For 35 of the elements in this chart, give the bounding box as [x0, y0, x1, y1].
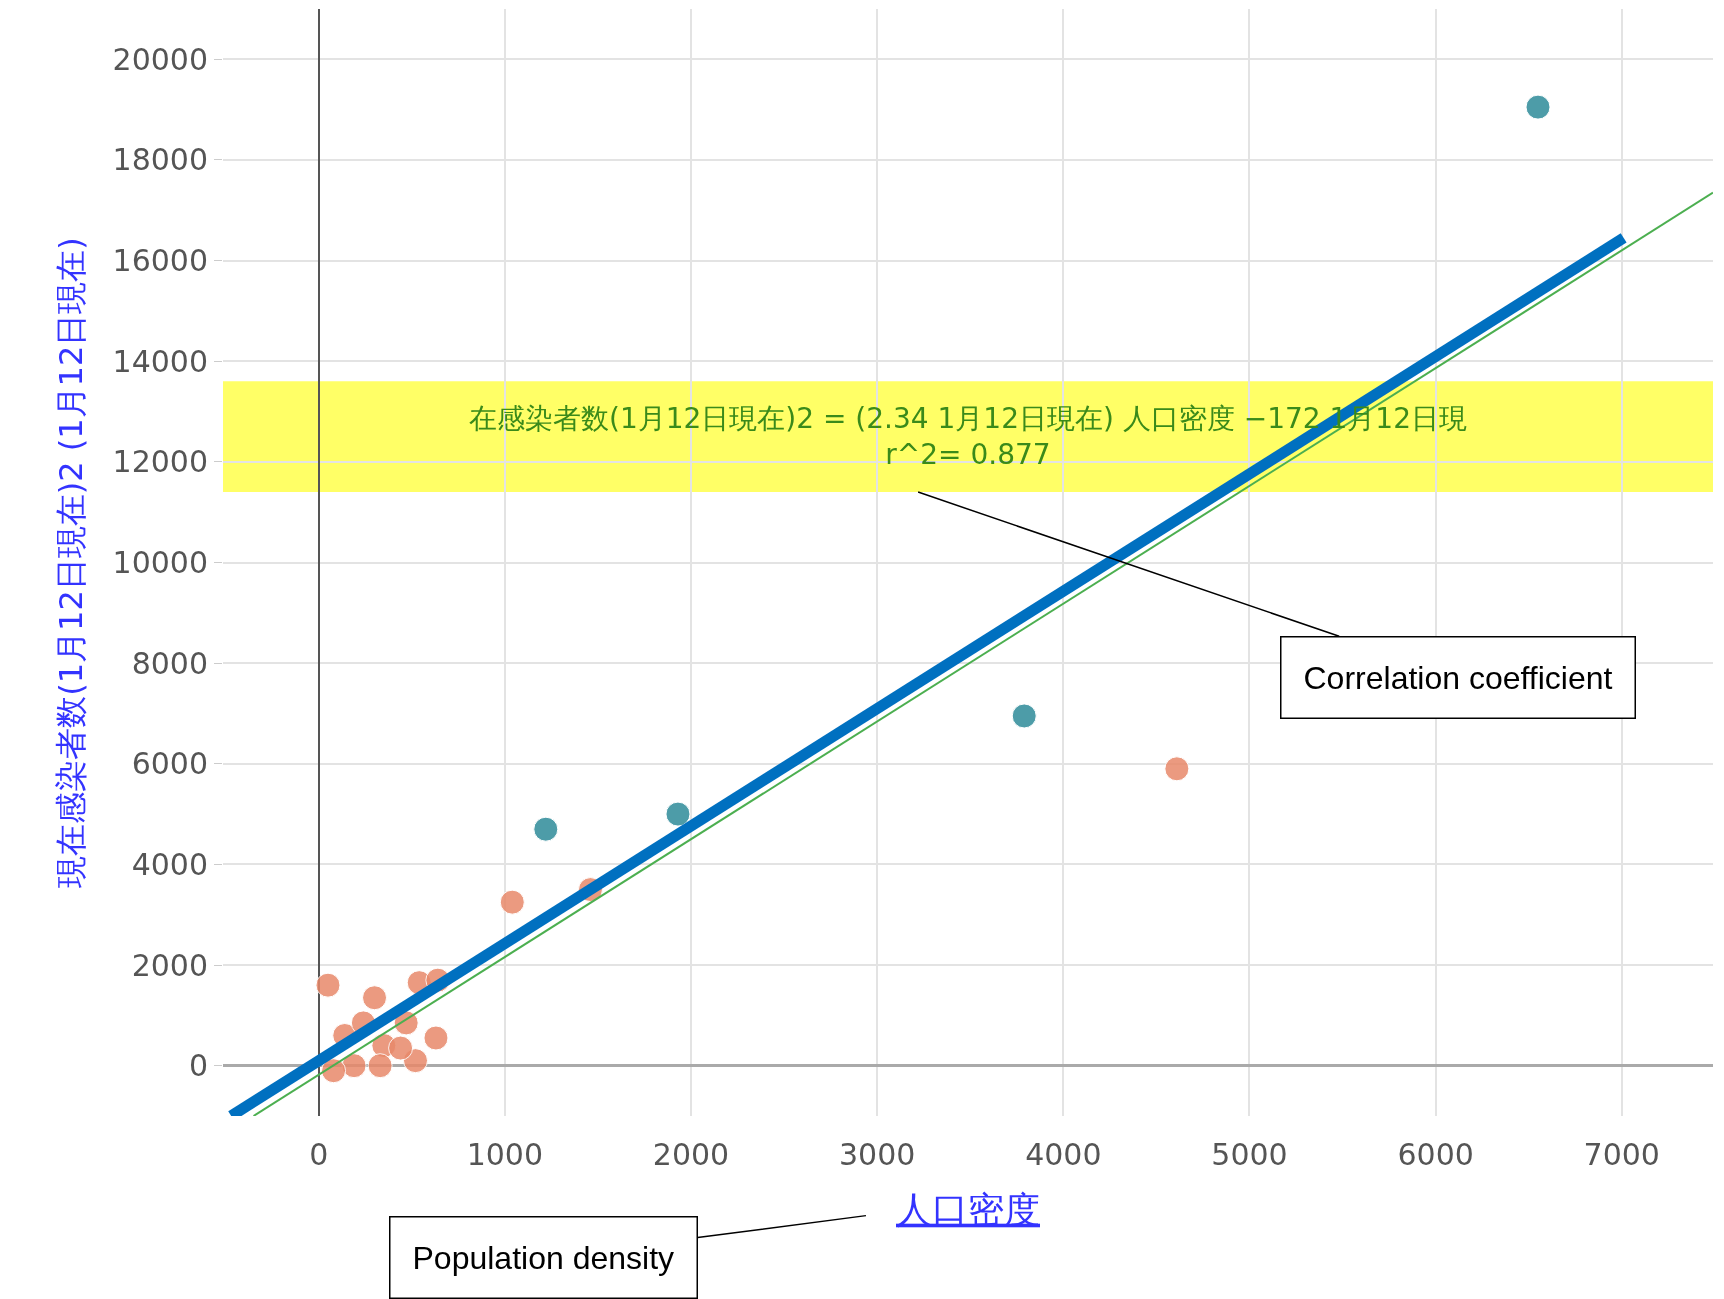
point	[1525, 94, 1551, 120]
point	[315, 972, 341, 998]
y-tick-label: 0	[188, 1048, 208, 1084]
y-tick-label: 12000	[112, 444, 208, 480]
y-tick-label: 10000	[112, 545, 208, 580]
point	[665, 801, 691, 827]
x-tick-label: 1000	[466, 1137, 544, 1172]
x-tick-label: 7000	[1583, 1137, 1660, 1172]
point	[533, 816, 559, 842]
y-axis-title: 現在感染者数(1月12日現在)2 (1月12日現在)	[51, 237, 90, 888]
y-tick-label: 14000	[112, 343, 208, 379]
point	[388, 1035, 414, 1061]
point	[362, 985, 388, 1011]
y-tick-label: 16000	[112, 243, 208, 279]
x-tick-label: 5000	[1211, 1137, 1288, 1172]
point	[1011, 703, 1037, 729]
y-tick-label: 2000	[131, 947, 208, 983]
x-tick-label: 2000	[652, 1137, 730, 1172]
y-tick-label: 20000	[112, 41, 208, 77]
x-tick-label: 6000	[1397, 1137, 1474, 1172]
point	[423, 1025, 449, 1051]
x-tick-label: 4000	[1025, 1137, 1102, 1172]
point	[1164, 756, 1190, 782]
point	[499, 889, 525, 915]
point	[367, 1053, 393, 1079]
x-tick-label: 3000	[838, 1137, 916, 1172]
point	[341, 1053, 367, 1079]
annotation: Correlation coefficient	[1303, 659, 1613, 696]
y-tick-label: 6000	[131, 746, 208, 782]
text: Population density	[412, 1239, 675, 1276]
y-tick-label: 18000	[112, 142, 208, 178]
x-tick-label: 0	[309, 1137, 329, 1172]
y-tick-label: 8000	[131, 645, 208, 681]
x-axis-title: 人口密度	[896, 1188, 1040, 1230]
y-tick-label: 4000	[131, 846, 208, 882]
